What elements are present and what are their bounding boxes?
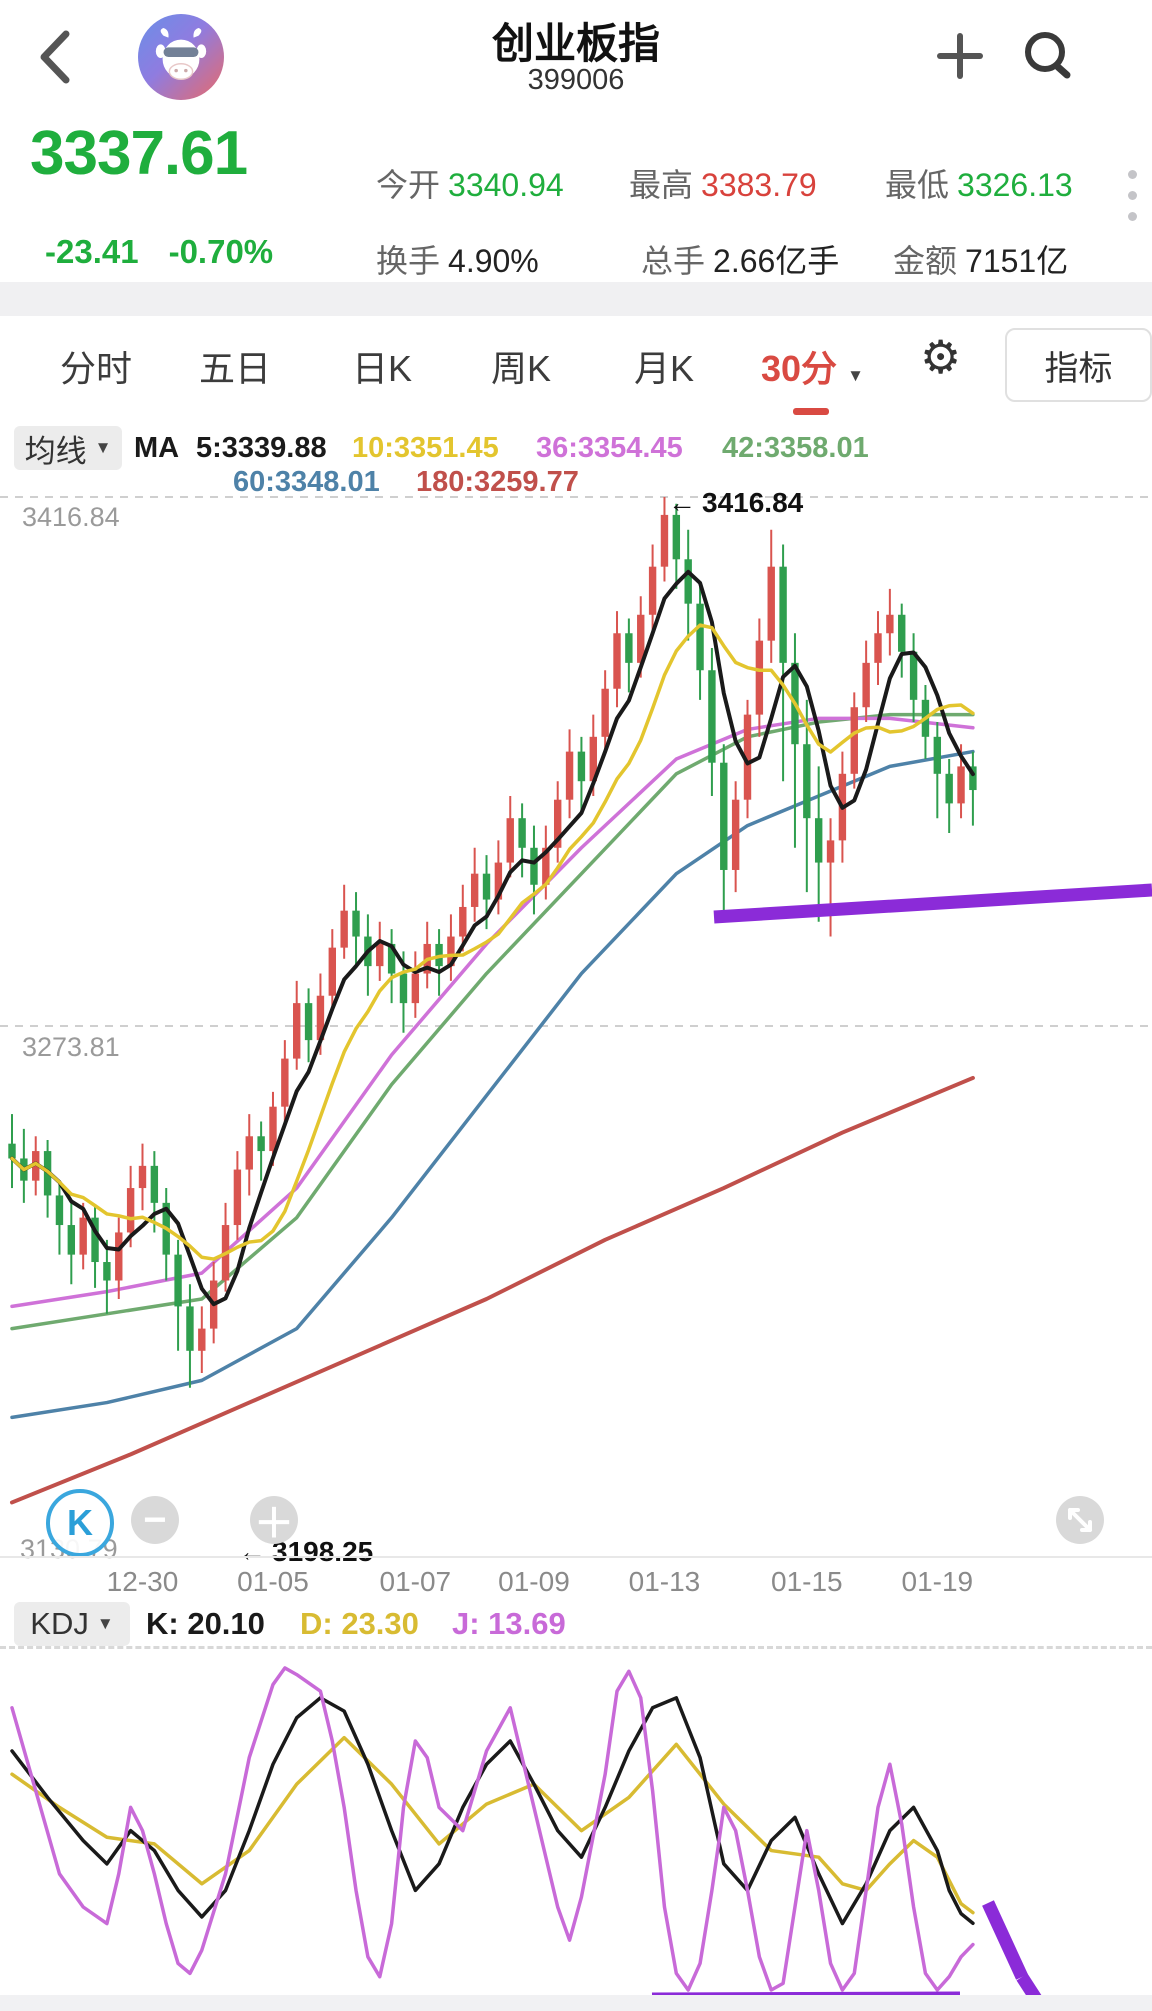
stat-open: 今开 3340.94 bbox=[376, 167, 564, 203]
ma60-value: 60:3348.01 bbox=[233, 466, 380, 498]
stat-amount: 金额 7151亿 bbox=[893, 243, 1069, 279]
indicator-button[interactable]: 指标 bbox=[1005, 328, 1152, 402]
tab-monthly[interactable]: 月K bbox=[634, 348, 695, 389]
tab-weekly[interactable]: 周K bbox=[491, 348, 552, 389]
kdj-k-value: K: 20.10 bbox=[146, 1606, 265, 1641]
x-axis-date-label: 12-30 bbox=[106, 1566, 179, 1597]
stock-code: 399006 bbox=[527, 64, 625, 96]
x-axis-date-label: 01-09 bbox=[498, 1566, 570, 1597]
ma-prefix: MA bbox=[134, 432, 180, 464]
chevron-down-icon: ▼ bbox=[96, 1614, 114, 1633]
x-axis-date-label: 01-07 bbox=[379, 1566, 452, 1597]
change-percent: -0.70% bbox=[168, 233, 274, 270]
tab-30min-active[interactable]: 30分 ▼ bbox=[761, 348, 864, 389]
zoom-out-button[interactable]: − bbox=[131, 1496, 179, 1544]
stat-low: 最低 3326.13 bbox=[885, 167, 1073, 203]
price-change: -23.41 -0.70% bbox=[45, 233, 303, 271]
kdj-chart[interactable] bbox=[0, 1650, 1152, 2011]
back-icon[interactable] bbox=[32, 28, 78, 86]
kdj-selector-chip[interactable]: KDJ ▼ bbox=[14, 1602, 130, 1646]
x-axis-date-label: 01-13 bbox=[628, 1566, 701, 1597]
kline-mode-button[interactable]: K bbox=[46, 1489, 114, 1557]
ma42-value: 42:3358.01 bbox=[722, 432, 869, 464]
bull-face-icon bbox=[155, 27, 207, 81]
x-axis-date-label: 01-15 bbox=[771, 1566, 843, 1597]
kdj-top-dashed-divider bbox=[0, 1646, 1152, 1649]
kdj-j-value: J: 13.69 bbox=[452, 1606, 566, 1641]
add-watchlist-icon[interactable] bbox=[936, 32, 984, 80]
x-axis-date-label: 01-05 bbox=[237, 1566, 309, 1597]
page-title: 创业板指 bbox=[491, 20, 660, 67]
stat-high: 最高 3383.79 bbox=[629, 167, 817, 203]
gear-icon[interactable]: ⚙ bbox=[920, 331, 962, 383]
bull-mascot-avatar[interactable] bbox=[138, 14, 224, 100]
footer-strip bbox=[0, 1995, 1152, 2011]
arrow-left-icon: ← bbox=[668, 487, 696, 518]
y-axis-label-mid: 3273.81 bbox=[22, 1032, 120, 1062]
more-dots-indicator[interactable] bbox=[1128, 170, 1137, 221]
search-icon[interactable] bbox=[1020, 28, 1076, 84]
chevron-down-icon: ▼ bbox=[847, 366, 864, 385]
stat-turnover: 换手 4.90% bbox=[376, 243, 539, 279]
ma36-value: 36:3354.45 bbox=[536, 432, 683, 464]
chevron-down-icon: ▼ bbox=[94, 438, 112, 457]
ma5-value: 5:3339.88 bbox=[196, 432, 327, 464]
section-divider bbox=[0, 282, 1152, 316]
tab-daily[interactable]: 日K bbox=[352, 348, 413, 389]
tab-minute[interactable]: 分时 bbox=[60, 348, 133, 389]
active-tab-underline bbox=[793, 408, 829, 415]
candlestick-chart[interactable] bbox=[0, 492, 1152, 1560]
expand-arrows-icon bbox=[1068, 1508, 1092, 1532]
fullscreen-expand-button[interactable] bbox=[1056, 1496, 1104, 1544]
peak-annotation: ← 3416.84 bbox=[668, 487, 804, 518]
ma10-value: 10:3351.45 bbox=[352, 432, 499, 464]
x-axis-date-label: 01-19 bbox=[901, 1566, 974, 1597]
ma180-value: 180:3259.77 bbox=[416, 466, 579, 498]
stat-volume: 总手 2.66亿手 bbox=[641, 243, 840, 279]
current-price: 3337.61 bbox=[30, 119, 248, 188]
zoom-in-button[interactable]: ＋ bbox=[250, 1496, 298, 1546]
header: 创业板指 399006 bbox=[0, 0, 1152, 110]
change-value: -23.41 bbox=[45, 233, 139, 270]
y-axis-label-top: 3416.84 bbox=[22, 502, 120, 532]
tab-5day[interactable]: 五日 bbox=[199, 348, 272, 389]
kdj-d-value: D: 23.30 bbox=[300, 1606, 419, 1641]
ma-selector-chip[interactable]: 均线 ▼ bbox=[14, 426, 122, 470]
chart-bottom-divider bbox=[0, 1556, 1152, 1558]
